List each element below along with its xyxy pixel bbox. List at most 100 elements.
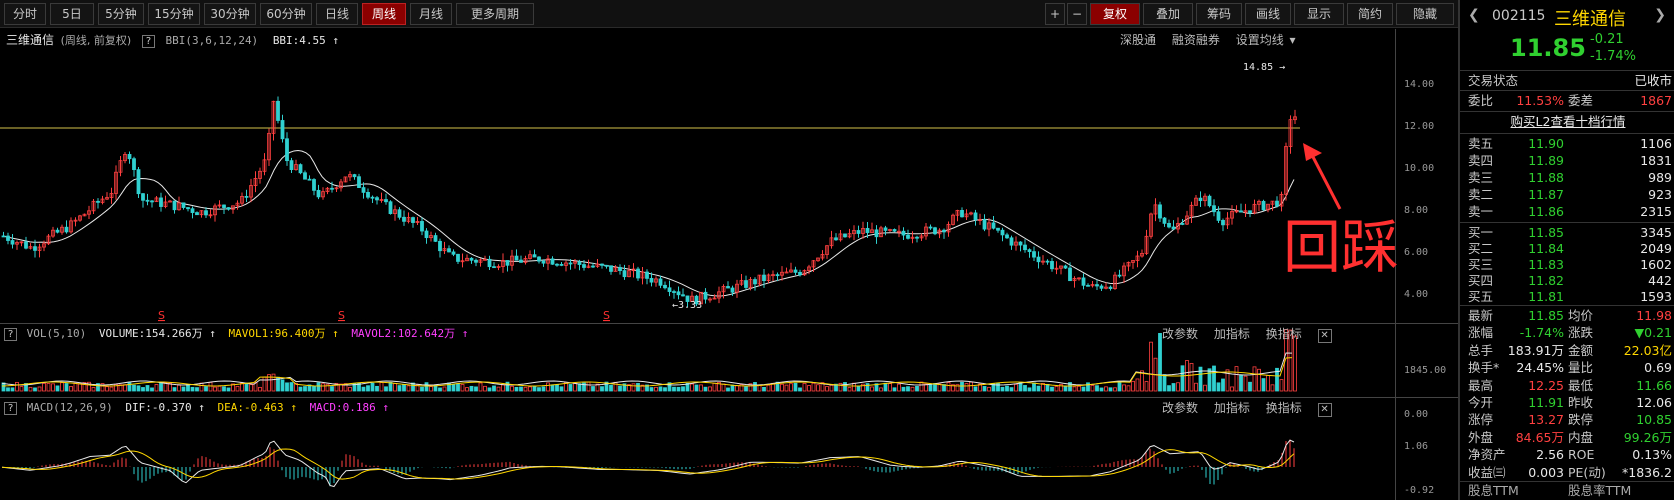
candle-body [816,257,820,262]
period-tab-5day[interactable]: 5日 [50,3,94,25]
close-icon[interactable]: ✕ [1317,329,1332,343]
l2-quote-link[interactable]: 购买L2查看十档行情 [1510,114,1626,129]
display-button[interactable]: 显示 [1294,3,1344,25]
volume-bar [474,386,478,392]
volume-bar [618,385,622,392]
candle-body [109,193,114,198]
row-value: 13.27 [1528,412,1564,428]
volume-bar [532,385,537,392]
chevron-left-icon[interactable]: ❮ [1468,7,1480,23]
row-value: 11.89 [1528,153,1564,168]
candle-body [609,265,613,272]
row-value-2: 442 [1648,273,1672,288]
candle-body [1054,267,1059,270]
volume-bar [420,386,424,392]
period-tab-daily[interactable]: 日线 [316,3,358,25]
volume-bar [208,381,213,392]
candle-body [843,233,847,238]
candle-body [766,274,771,282]
switch-indicator-link[interactable]: 换指标 [1265,401,1302,415]
row-label: 卖二 [1468,187,1494,202]
candle-body [654,278,658,283]
dea-value: DEA:-0.463 [217,401,284,414]
bid-row: 买四 11.82 442 [1460,272,1674,289]
overlay-button[interactable]: 叠加 [1143,3,1193,25]
volume-bar [159,382,163,392]
ma-settings-link[interactable]: 设置均线 [1235,33,1284,47]
chips-button[interactable]: 筹码 [1196,3,1242,25]
add-indicator-link[interactable]: 加指标 [1213,401,1250,415]
candle-body [91,200,96,212]
switch-indicator-link[interactable]: 换指标 [1265,327,1302,341]
volume-bar [775,381,780,392]
edit-params-link[interactable]: 改参数 [1162,327,1199,341]
volume-bar [982,386,987,392]
pane-divider[interactable] [0,397,1458,398]
volume-bar [379,382,384,392]
add-indicator-link[interactable]: 加指标 [1213,327,1250,341]
candle-body [271,100,276,134]
row-value-2: 2315 [1640,204,1672,219]
row-label: 卖四 [1468,153,1494,168]
help-icon[interactable]: ? [4,402,17,415]
candle-body [829,237,834,247]
chart-area[interactable]: 三维通信 (周线, 前复权) ? BBI(3,6,12,24) BBI:4.55… [0,29,1458,500]
close-icon[interactable]: ✕ [1317,403,1332,417]
hide-button[interactable]: 隐藏 [1396,3,1454,25]
candle-body [420,221,424,232]
period-tab-15min[interactable]: 15分钟 [148,3,200,25]
row-value: 2.56 [1536,447,1564,463]
volume-bar [1000,386,1005,392]
candlestick-chart[interactable]: 14.85 → ←3.33 S S S [0,29,1395,500]
row-label: 换手* [1468,360,1500,376]
indicator-name: BBI(3,6,12,24) [165,34,259,47]
volume-bar [28,386,33,392]
vol-pane-header: ? VOL(5,10) VOLUME:154.266万 ↑ MAVOL1:96.… [4,325,468,343]
chevron-right-icon[interactable]: ❯ [1654,7,1666,23]
period-tab-monthly[interactable]: 月线 [410,3,452,25]
candle-body [1212,205,1216,213]
volume-bar [280,379,285,392]
volume-bar [762,386,766,392]
sell-signal-marker: S [158,309,165,322]
volume-bar [1221,378,1225,392]
candle-body [204,210,208,216]
period-tab-60min[interactable]: 60分钟 [260,3,312,25]
row-value-2: 1831 [1640,153,1672,168]
zoom-out-button[interactable]: − [1067,3,1087,25]
period-tab-5min[interactable]: 5分钟 [98,3,144,25]
volume-bar [1050,386,1054,392]
candle-body [1248,210,1252,214]
bid-row: 买五 11.81 1593 [1460,288,1674,305]
candle-body [195,212,199,216]
volume-bar [1068,382,1072,392]
period-tab-fenshi[interactable]: 分时 [4,3,46,25]
margin-link[interactable]: 融资融券 [1171,33,1220,47]
volume-bar [442,386,447,392]
zoom-in-button[interactable]: + [1045,3,1065,25]
period-tab-weekly[interactable]: 周线 [362,3,406,25]
candle-body [870,229,874,234]
stock-name: 三维通信 [6,33,55,47]
candle-body [298,164,303,174]
volume-bar [1162,374,1167,392]
adjust-button[interactable]: 复权 [1090,3,1140,25]
dividend-ttm-label: 股息TTM [1468,483,1519,498]
volume-value: VOLUME:154.266万 [98,327,203,340]
volume-bar [748,383,753,392]
row-label: 买三 [1468,257,1494,272]
help-icon[interactable]: ? [141,35,155,48]
hk-connect-link[interactable]: 深股通 [1120,33,1157,47]
draw-line-button[interactable]: 画线 [1245,3,1291,25]
period-tab-more[interactable]: 更多周期 [456,3,534,25]
simple-button[interactable]: 简约 [1347,3,1393,25]
edit-params-link[interactable]: 改参数 [1162,401,1199,415]
pane-divider[interactable] [0,323,1458,324]
candle-body [15,242,19,245]
help-icon[interactable]: ? [4,328,17,341]
period-tab-30min[interactable]: 30分钟 [204,3,256,25]
volume-bar [150,387,154,392]
volume-bar [820,382,825,392]
volume-bar [883,382,888,392]
candle-body [460,260,465,263]
